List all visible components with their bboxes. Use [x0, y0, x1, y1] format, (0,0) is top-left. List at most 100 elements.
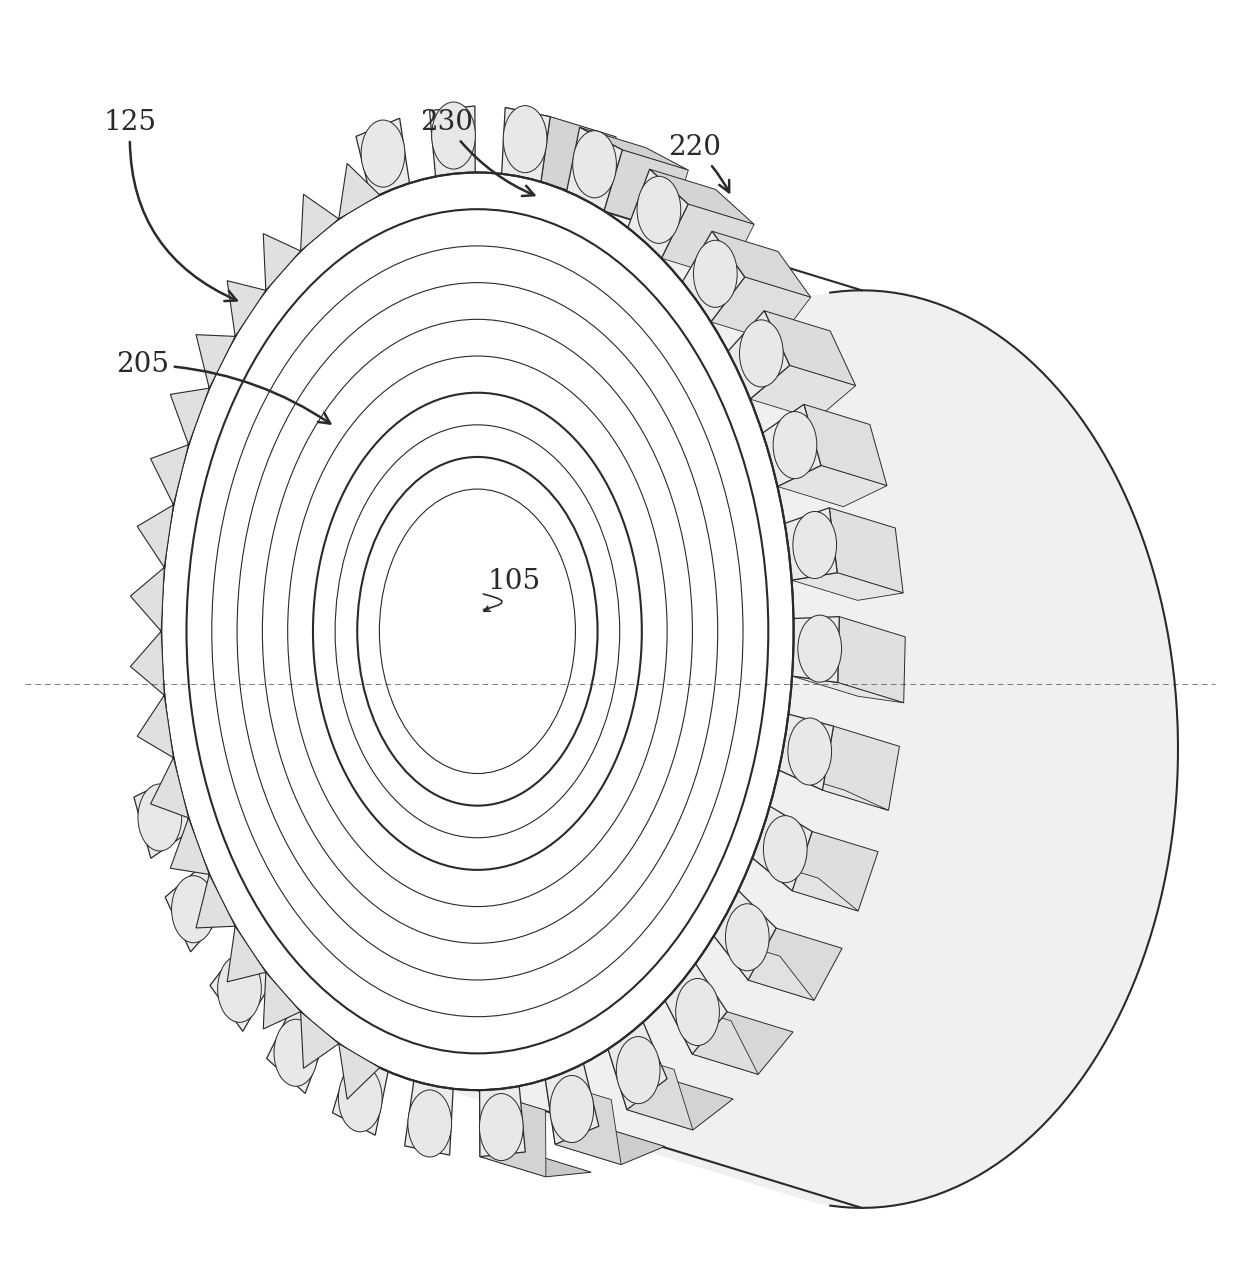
- Ellipse shape: [161, 172, 794, 1090]
- Text: 205: 205: [117, 351, 330, 423]
- Polygon shape: [300, 1011, 339, 1068]
- Ellipse shape: [171, 876, 216, 942]
- Polygon shape: [165, 863, 227, 952]
- Polygon shape: [150, 757, 188, 817]
- Ellipse shape: [274, 1019, 317, 1086]
- Polygon shape: [608, 1049, 693, 1130]
- Polygon shape: [429, 106, 475, 176]
- Ellipse shape: [432, 102, 475, 170]
- Polygon shape: [665, 964, 727, 1054]
- Polygon shape: [692, 1012, 794, 1075]
- Ellipse shape: [616, 1037, 660, 1104]
- Polygon shape: [764, 311, 856, 385]
- Ellipse shape: [161, 172, 794, 1090]
- Polygon shape: [785, 507, 837, 580]
- Ellipse shape: [503, 106, 547, 172]
- Ellipse shape: [637, 176, 681, 244]
- Ellipse shape: [764, 816, 807, 882]
- Polygon shape: [227, 280, 265, 337]
- Polygon shape: [792, 617, 839, 682]
- Polygon shape: [196, 875, 236, 928]
- Ellipse shape: [408, 1090, 451, 1156]
- Polygon shape: [682, 231, 745, 321]
- Polygon shape: [753, 806, 812, 891]
- Polygon shape: [480, 1153, 591, 1177]
- Ellipse shape: [379, 490, 575, 774]
- Polygon shape: [661, 204, 754, 278]
- Text: 125: 125: [104, 110, 237, 301]
- Polygon shape: [339, 163, 379, 219]
- Polygon shape: [130, 631, 164, 695]
- Polygon shape: [779, 770, 889, 811]
- Polygon shape: [822, 727, 899, 811]
- Polygon shape: [210, 941, 273, 1031]
- Polygon shape: [838, 617, 905, 703]
- Ellipse shape: [725, 904, 769, 970]
- Polygon shape: [480, 1090, 546, 1177]
- Polygon shape: [267, 1005, 327, 1094]
- Polygon shape: [170, 388, 210, 445]
- Ellipse shape: [573, 131, 616, 198]
- Ellipse shape: [212, 246, 743, 1016]
- Polygon shape: [627, 170, 688, 259]
- Ellipse shape: [339, 1065, 382, 1132]
- Ellipse shape: [773, 412, 817, 478]
- Ellipse shape: [217, 955, 262, 1023]
- Polygon shape: [150, 445, 188, 505]
- Polygon shape: [711, 277, 811, 342]
- Polygon shape: [792, 676, 904, 703]
- Polygon shape: [779, 714, 833, 790]
- Polygon shape: [556, 1126, 665, 1164]
- Polygon shape: [502, 107, 551, 182]
- Polygon shape: [170, 817, 210, 875]
- Ellipse shape: [312, 393, 642, 870]
- Ellipse shape: [357, 456, 598, 806]
- Polygon shape: [404, 1081, 453, 1155]
- Polygon shape: [134, 776, 192, 858]
- Polygon shape: [567, 128, 622, 210]
- Ellipse shape: [693, 240, 738, 307]
- Ellipse shape: [186, 209, 769, 1053]
- Polygon shape: [753, 858, 858, 912]
- Polygon shape: [227, 926, 265, 982]
- Polygon shape: [300, 194, 339, 251]
- Ellipse shape: [551, 1076, 594, 1142]
- Polygon shape: [792, 831, 878, 912]
- Polygon shape: [541, 117, 616, 201]
- Polygon shape: [804, 404, 887, 486]
- Polygon shape: [579, 128, 688, 170]
- Polygon shape: [791, 572, 903, 601]
- Polygon shape: [480, 1086, 526, 1156]
- Polygon shape: [138, 505, 174, 567]
- Ellipse shape: [288, 356, 667, 907]
- Polygon shape: [712, 231, 811, 297]
- Polygon shape: [505, 107, 616, 136]
- Ellipse shape: [138, 784, 182, 850]
- Polygon shape: [750, 366, 856, 419]
- Polygon shape: [130, 567, 164, 631]
- Ellipse shape: [480, 1094, 523, 1160]
- Polygon shape: [627, 1079, 733, 1130]
- Text: 230: 230: [420, 110, 534, 196]
- Polygon shape: [714, 890, 776, 980]
- Polygon shape: [650, 170, 754, 224]
- Polygon shape: [196, 334, 236, 388]
- Polygon shape: [430, 172, 1178, 1207]
- Polygon shape: [604, 150, 688, 231]
- Polygon shape: [748, 928, 842, 1001]
- Text: 105: 105: [489, 569, 541, 595]
- Ellipse shape: [676, 978, 719, 1046]
- Ellipse shape: [335, 425, 620, 838]
- Ellipse shape: [237, 283, 718, 980]
- Polygon shape: [356, 119, 409, 199]
- Polygon shape: [263, 973, 300, 1029]
- Polygon shape: [546, 1063, 599, 1145]
- Polygon shape: [608, 1023, 667, 1109]
- Polygon shape: [728, 311, 790, 399]
- Polygon shape: [546, 1080, 621, 1164]
- Polygon shape: [777, 465, 887, 506]
- Ellipse shape: [787, 718, 832, 785]
- Text: 220: 220: [668, 134, 729, 193]
- Polygon shape: [665, 1001, 758, 1075]
- Ellipse shape: [739, 320, 784, 386]
